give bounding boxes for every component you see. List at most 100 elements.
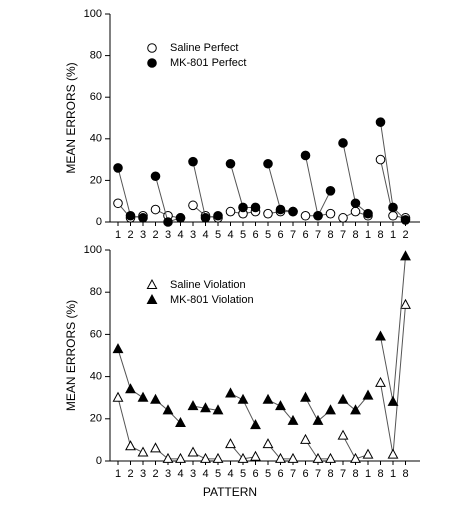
y-tick-label: 20 <box>90 413 102 425</box>
series-line <box>117 167 144 219</box>
data-point <box>225 158 236 169</box>
x-tick-label: 6 <box>277 229 283 241</box>
data-point <box>337 393 349 404</box>
data-point <box>362 448 374 459</box>
y-tick-label: 80 <box>90 50 102 62</box>
data-point <box>175 416 186 428</box>
data-point <box>287 414 299 425</box>
x-tick-label: 5 <box>215 468 221 480</box>
legend-label: Saline Perfect <box>170 42 238 54</box>
series-line <box>230 163 256 208</box>
x-tick-label: 1 <box>115 229 121 241</box>
data-point <box>325 208 336 219</box>
x-tick-label: 8 <box>327 229 333 241</box>
data-point <box>337 429 349 440</box>
x-tick-label: 7 <box>290 229 296 241</box>
data-point <box>138 213 148 223</box>
x-tick-label: 4 <box>202 229 208 241</box>
data-point <box>288 206 298 217</box>
x-tick-label: 5 <box>240 229 246 241</box>
legend-marker <box>147 43 157 53</box>
data-point <box>225 206 236 217</box>
series-line <box>305 155 331 218</box>
data-point <box>312 414 324 425</box>
data-point <box>112 343 124 354</box>
x-tick-label: 5 <box>265 229 271 241</box>
x-tick-label: 6 <box>302 229 308 241</box>
x-tick-label: 4 <box>177 468 183 480</box>
y-tick-label: 60 <box>90 91 102 103</box>
x-tick-label: 6 <box>277 468 283 480</box>
data-point <box>350 198 361 209</box>
data-point <box>350 404 361 415</box>
x-tick-label: 4 <box>177 229 183 241</box>
data-point <box>400 250 411 261</box>
y-tick-label: 60 <box>90 328 102 340</box>
data-point <box>112 391 124 402</box>
data-point <box>275 452 286 463</box>
x-tick-label: 7 <box>315 468 321 480</box>
data-point <box>312 452 324 463</box>
data-point <box>187 446 199 457</box>
data-point <box>400 298 411 309</box>
x-tick-label: 3 <box>190 468 196 480</box>
x-tick-label: 2 <box>152 229 158 241</box>
y-tick-label: 80 <box>90 286 102 298</box>
data-point <box>125 210 136 221</box>
data-point <box>137 446 149 457</box>
data-point <box>375 330 386 341</box>
x-tick-label: 4 <box>227 229 233 241</box>
legend-marker <box>146 278 158 289</box>
data-point <box>213 210 223 221</box>
data-point <box>250 202 261 213</box>
y-axis-label: MEAN ERRORS (%) <box>64 62 78 173</box>
y-tick-label: 0 <box>96 216 102 228</box>
data-point <box>263 208 273 219</box>
x-tick-label: 1 <box>390 468 396 480</box>
data-point <box>150 204 161 215</box>
x-tick-label: 4 <box>202 468 208 480</box>
x-tick-label: 6 <box>302 468 308 480</box>
x-tick-label: 6 <box>252 229 258 241</box>
data-point <box>187 400 199 411</box>
data-point <box>338 213 348 223</box>
x-tick-label: 1 <box>115 468 121 480</box>
data-point <box>188 156 198 167</box>
y-axis-label: MEAN ERRORS (%) <box>64 300 78 411</box>
data-point <box>263 158 273 169</box>
data-point <box>238 202 248 213</box>
x-tick-label: 7 <box>340 468 346 480</box>
x-tick-label: 1 <box>390 229 396 241</box>
data-point <box>200 452 211 463</box>
data-point <box>388 210 398 221</box>
data-point <box>313 210 323 221</box>
data-point <box>300 391 311 402</box>
x-tick-label: 8 <box>352 229 358 241</box>
data-point <box>350 206 361 217</box>
data-point <box>237 393 249 404</box>
x-tick-label: 3 <box>140 468 146 480</box>
data-point <box>188 200 198 211</box>
data-point <box>325 186 336 196</box>
y-tick-label: 40 <box>90 371 102 383</box>
data-point <box>375 154 386 165</box>
data-point <box>275 400 286 411</box>
data-point <box>150 393 161 404</box>
data-point <box>275 204 286 215</box>
x-tick-label: 5 <box>265 468 271 480</box>
x-tick-label: 8 <box>327 468 333 480</box>
y-tick-label: 100 <box>84 244 102 256</box>
data-point <box>387 395 399 406</box>
data-point <box>338 138 348 148</box>
x-tick-label: 1 <box>365 468 371 480</box>
data-point <box>162 404 174 415</box>
x-tick-label: 3 <box>140 229 146 241</box>
x-axis-label: PATTERN <box>203 485 257 499</box>
data-point <box>362 389 374 400</box>
x-tick-label: 5 <box>215 229 221 241</box>
legend-marker <box>146 293 158 304</box>
x-tick-label: 2 <box>152 468 158 480</box>
series-line <box>380 256 406 403</box>
data-point <box>125 440 136 451</box>
data-point <box>350 452 361 463</box>
